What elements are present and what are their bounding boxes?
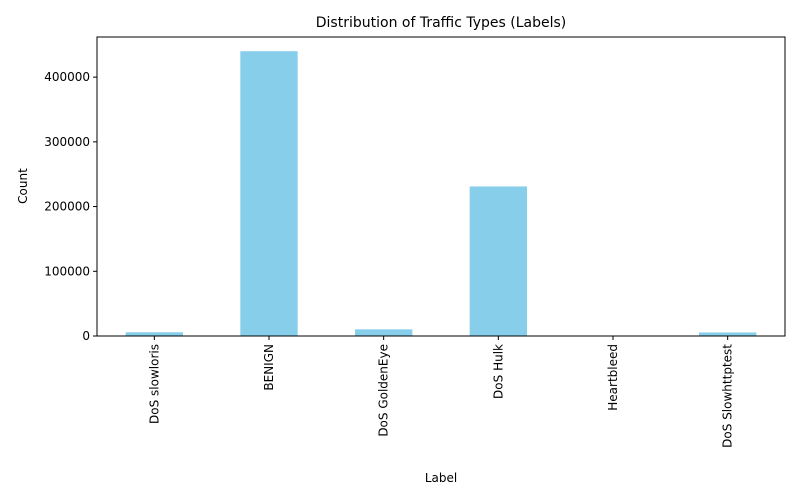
y-tick-label-2: 200000 (44, 200, 90, 214)
plot-area: 0 100000 200000 300000 400000 DoS slowloris B… (44, 36, 786, 448)
x-tick-label-1: BENIGN (262, 344, 276, 391)
y-tick-label-1: 100000 (44, 264, 90, 278)
x-axis-label: Label (425, 471, 457, 485)
y-axis-label: Count (16, 168, 30, 204)
y-tick-label-4: 400000 (44, 70, 90, 84)
x-tick-label-0: DoS slowloris (147, 344, 161, 424)
chart-title: Distribution of Traffic Types (Labels) (316, 15, 566, 31)
x-tick-label-4: Heartbleed (606, 344, 620, 411)
y-tick-label-0: 0 (82, 329, 90, 343)
y-axis-ticks: 0 100000 200000 300000 400000 (44, 70, 97, 343)
x-tick-label-2: DoS GoldenEye (377, 344, 391, 437)
bar-5 (699, 332, 757, 336)
bar-0 (125, 332, 183, 336)
x-tick-label-3: DoS Hulk (491, 344, 505, 399)
bars-group (125, 51, 757, 336)
bar-3 (469, 186, 527, 336)
plot-background (97, 37, 785, 336)
plot-frame (96, 36, 786, 337)
bar-2 (355, 329, 413, 336)
x-axis-ticks: DoS slowloris BENIGN DoS GoldenEye DoS Hulk… (147, 336, 735, 448)
y-tick-label-3: 300000 (44, 135, 90, 149)
bar-1 (240, 51, 298, 336)
x-tick-label-5: DoS Slowhttptest (721, 344, 735, 448)
